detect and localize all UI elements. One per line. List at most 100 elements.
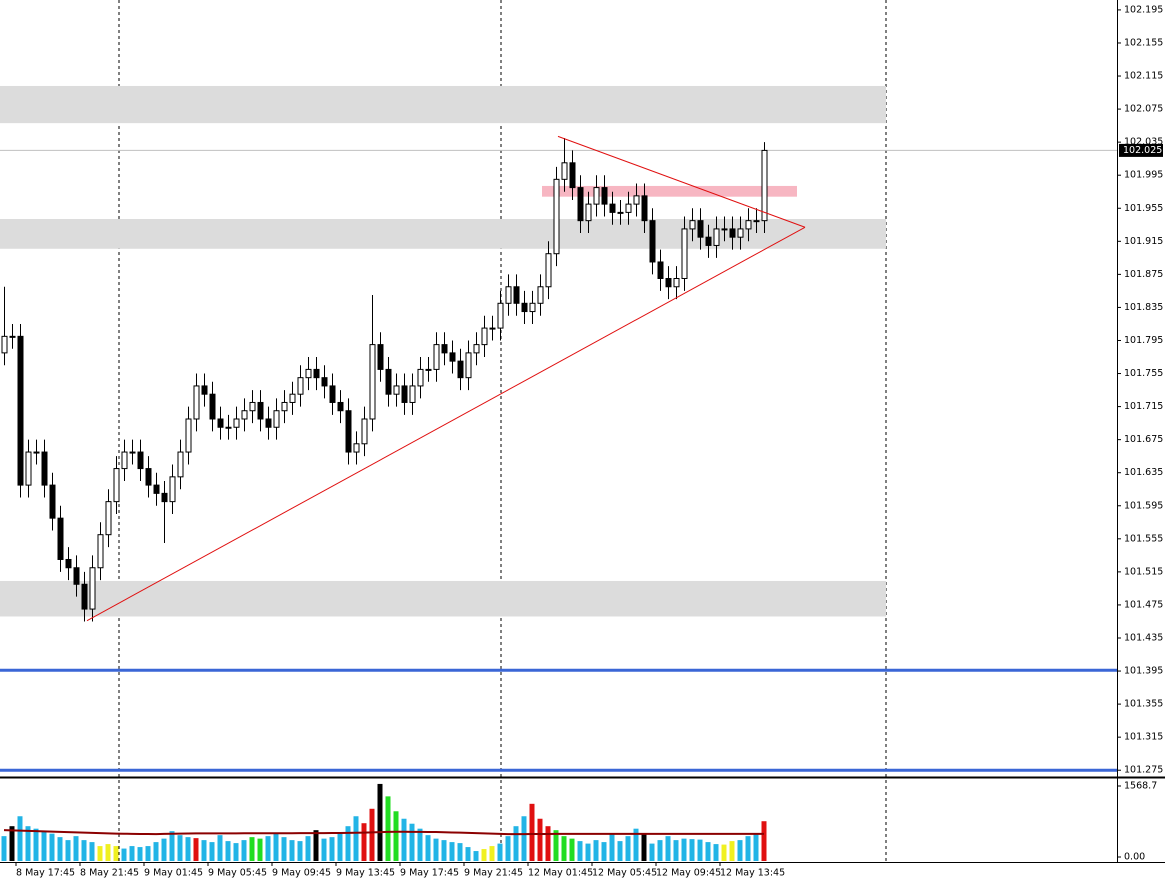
candle-body (561, 162, 568, 180)
y-tick-label: 101.315 (1124, 732, 1163, 743)
y-tick-label: 101.875 (1124, 269, 1163, 280)
candle-body (577, 187, 584, 222)
y-tick-label: 101.595 (1124, 500, 1163, 511)
candle-body (497, 302, 504, 329)
volume-bar (657, 840, 663, 861)
volume-bar (569, 838, 575, 861)
candle-body (313, 368, 320, 379)
x-tick-label: 8 May 17:45 (16, 868, 75, 879)
candle-body (353, 443, 360, 453)
candle-body (737, 228, 744, 238)
volume-bar (89, 842, 95, 861)
volume-y-tick-label: 0.00 (1124, 852, 1145, 863)
volume-bar (337, 833, 343, 861)
volume-bar (625, 836, 631, 861)
volume-bar (561, 836, 567, 861)
volume-bar (201, 840, 207, 861)
y-tick-label: 102.195 (1124, 4, 1163, 15)
volume-bar (25, 826, 31, 861)
volume-y-tick-label: 1568.7 (1124, 781, 1157, 792)
volume-bar (761, 821, 767, 861)
volume-bar (505, 836, 511, 861)
candle-body (193, 385, 200, 420)
candle-body (249, 401, 256, 412)
volume-bar (649, 843, 655, 861)
candle-body (609, 203, 616, 213)
volume-bar (49, 833, 55, 861)
candle-body (449, 352, 456, 362)
volume-bar (305, 836, 311, 861)
volume-bar (705, 842, 711, 861)
y-tick-label: 101.395 (1124, 666, 1163, 677)
candle-body (89, 567, 96, 610)
candle-body (681, 228, 688, 280)
volume-bar (465, 847, 471, 861)
volume-bar (273, 833, 279, 861)
candle-body (425, 368, 432, 371)
volume-bar (609, 833, 615, 861)
y-tick-label: 101.515 (1124, 566, 1163, 577)
candle-body (553, 178, 560, 255)
volume-bar (425, 835, 431, 861)
y-tick-label: 101.475 (1124, 599, 1163, 610)
candle-body (465, 352, 472, 379)
volume-bar (153, 842, 159, 861)
y-tick-label: 101.675 (1124, 434, 1163, 445)
volume-bar (169, 831, 175, 861)
y-tick-label: 101.555 (1124, 533, 1163, 544)
volume-bar (737, 840, 743, 861)
candle-body (569, 162, 576, 189)
x-tick-label: 12 May 01:45 (528, 868, 593, 879)
candle-body (433, 344, 440, 370)
y-tick-label: 101.795 (1124, 335, 1163, 346)
candle-body (177, 451, 184, 478)
candle-body (289, 393, 296, 403)
candle-body (49, 484, 56, 519)
volume-bar (393, 811, 399, 861)
candle-body (305, 368, 312, 379)
candle-body (81, 583, 88, 610)
candle-body (233, 418, 240, 428)
candle-body (689, 220, 696, 230)
volume-bar (545, 826, 551, 861)
volume-bar (345, 826, 351, 861)
candle-body (753, 220, 760, 223)
y-tick-label: 101.955 (1124, 203, 1163, 214)
candle-body (649, 220, 656, 263)
volume-bar (409, 823, 415, 861)
candle-body (761, 149, 768, 222)
volume-bar (241, 840, 247, 861)
candle-body (641, 195, 648, 222)
x-tick-label: 9 May 17:45 (400, 868, 459, 879)
candle-body (361, 418, 368, 445)
candle-body (633, 195, 640, 205)
candle-body (521, 302, 528, 313)
candle-body (225, 426, 232, 429)
volume-bar (289, 840, 295, 861)
candle-body (489, 327, 496, 330)
volume-bar (385, 796, 391, 861)
current-price-box (1119, 143, 1163, 157)
candle-body (137, 451, 144, 470)
volume-bar (633, 828, 639, 861)
candle-body (393, 385, 400, 395)
volume-bar (9, 826, 15, 861)
candle-body (409, 385, 416, 403)
candle-body (113, 468, 120, 503)
volume-bar (585, 843, 591, 861)
volume-bar (537, 818, 543, 861)
volume-bar (33, 828, 39, 861)
candle-body (369, 344, 376, 420)
volume-bar (233, 843, 239, 861)
volume-bar (65, 840, 71, 861)
volume-bar (457, 843, 463, 861)
volume-bar (497, 843, 503, 861)
candle-body (585, 203, 592, 222)
volume-bar (113, 846, 119, 861)
candle-body (473, 344, 480, 354)
candle-body (417, 368, 424, 387)
candle-body (153, 484, 160, 494)
volume-bar (97, 846, 103, 861)
volume-panel (1, 783, 767, 861)
volume-bar (185, 837, 191, 861)
